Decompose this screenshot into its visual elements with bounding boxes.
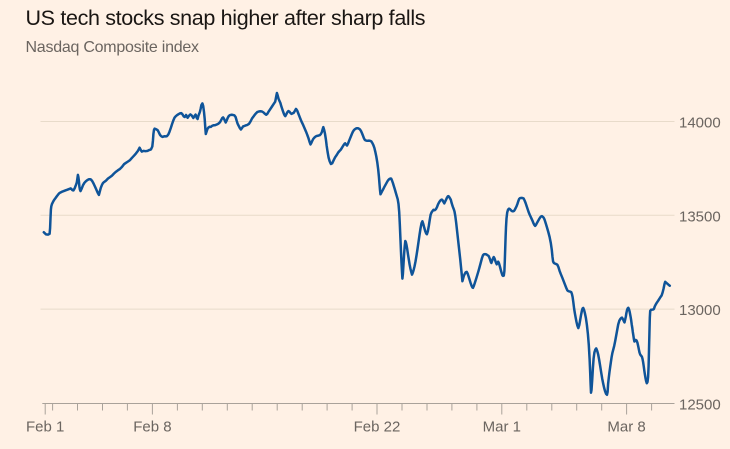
svg-text:US tech stocks snap higher aft: US tech stocks snap higher after sharp f… (26, 6, 426, 30)
svg-text:Feb 22: Feb 22 (354, 419, 401, 436)
svg-text:Mar 8: Mar 8 (607, 419, 645, 436)
svg-text:13000: 13000 (679, 302, 721, 319)
svg-text:13500: 13500 (679, 208, 721, 225)
svg-text:Nasdaq Composite index: Nasdaq Composite index (26, 39, 200, 56)
svg-text:Mar 1: Mar 1 (483, 419, 521, 436)
svg-text:Feb 8: Feb 8 (133, 419, 171, 436)
svg-text:Feb 1: Feb 1 (26, 419, 64, 436)
svg-text:14000: 14000 (679, 115, 721, 132)
svg-text:12500: 12500 (679, 396, 721, 413)
